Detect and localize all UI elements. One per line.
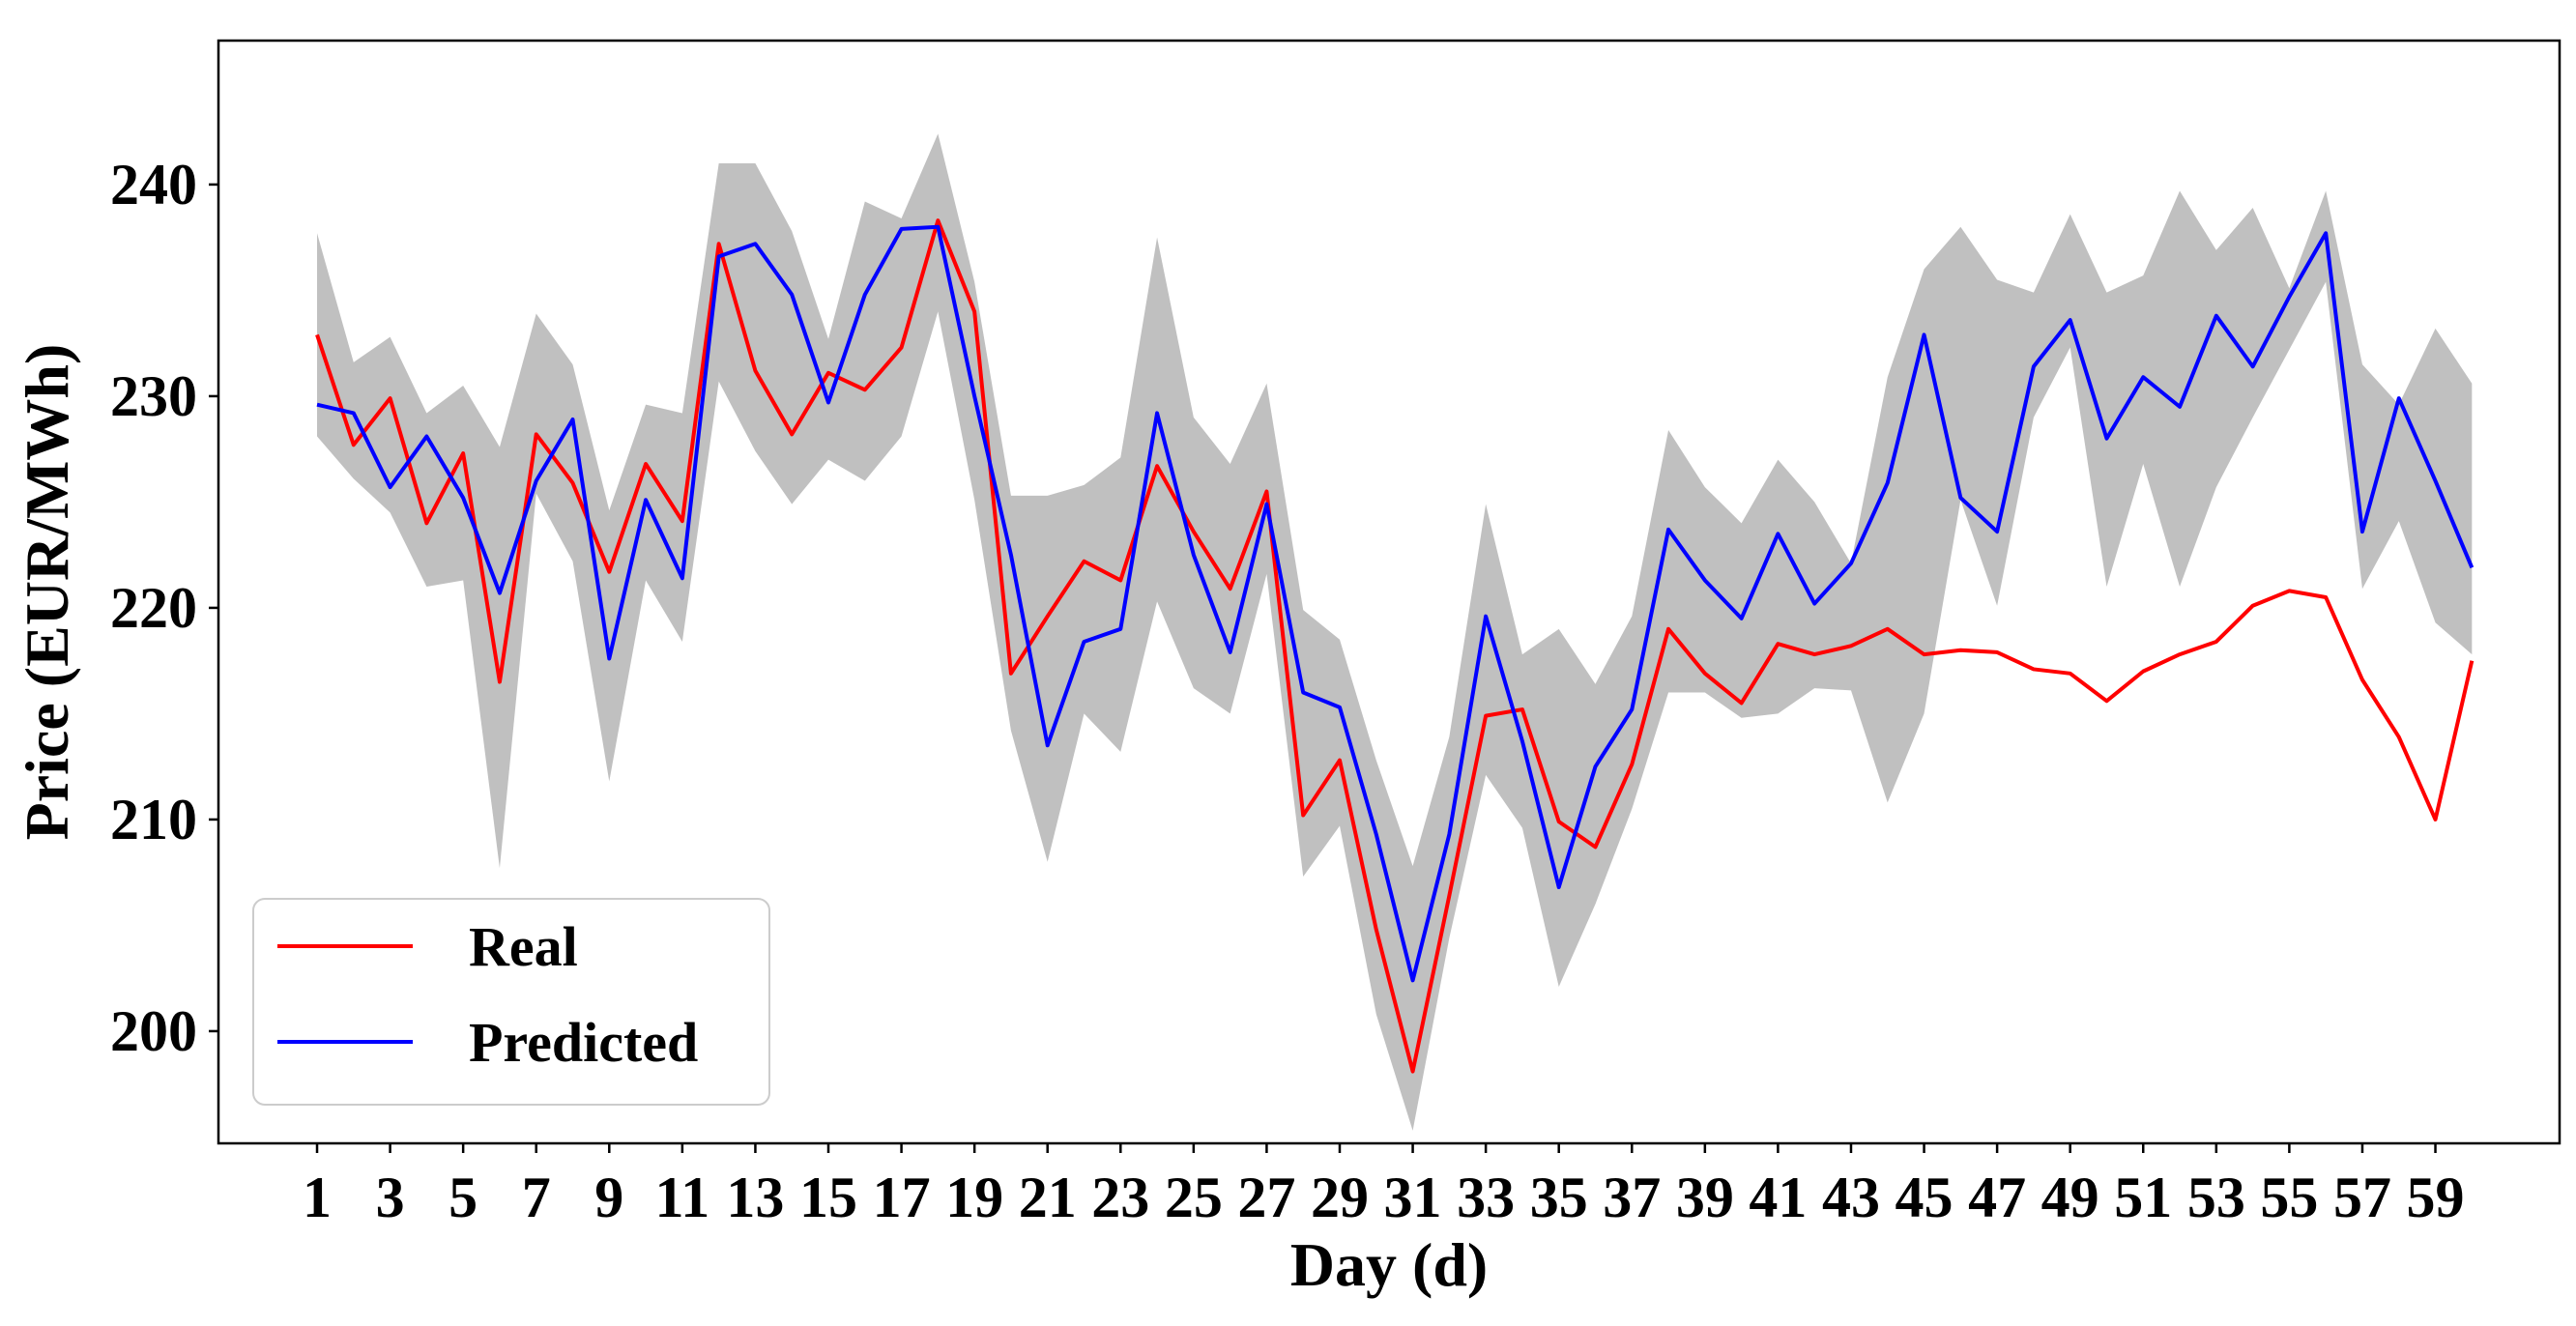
x-tick-label: 7: [522, 1166, 551, 1229]
series-layer: [315, 218, 2475, 1074]
x-tick-label: 45: [1896, 1166, 1954, 1229]
x-tick-label: 25: [1165, 1166, 1223, 1229]
series-line-real: [315, 218, 2475, 1074]
x-tick-label: 1: [303, 1166, 332, 1229]
x-tick-label: 13: [726, 1166, 784, 1229]
x-tick-label: 11: [655, 1166, 710, 1229]
x-tick-label: 29: [1311, 1166, 1369, 1229]
x-ticks: 1 3 5 7 9 11 13 15 17 19 21 23 25 27 29 31 33 35 37 39 41 43 4…: [303, 1143, 2465, 1229]
legend-box: [252, 898, 770, 1106]
x-tick-label: 5: [449, 1166, 478, 1229]
x-tick-label: 53: [2187, 1166, 2245, 1229]
x-tick-label: 17: [873, 1166, 931, 1229]
y-tick-label: 210: [110, 788, 197, 851]
y-tick-label: 240: [110, 153, 197, 216]
x-tick-label: 27: [1237, 1166, 1295, 1229]
x-tick-label: 19: [945, 1166, 1003, 1229]
x-tick-label: 33: [1457, 1166, 1515, 1229]
x-tick-label: 57: [2333, 1166, 2391, 1229]
x-tick-label: 43: [1822, 1166, 1880, 1229]
x-tick-label: 41: [1749, 1166, 1807, 1229]
x-tick-label: 23: [1091, 1166, 1149, 1229]
x-tick-label: 3: [376, 1166, 405, 1229]
x-tick-label: 47: [1968, 1166, 2026, 1229]
y-tick-label: 230: [110, 364, 197, 428]
x-tick-label: 55: [2260, 1166, 2318, 1229]
x-tick-label: 37: [1603, 1166, 1661, 1229]
legend-label-real: Real: [469, 915, 578, 978]
x-tick-label: 51: [2114, 1166, 2172, 1229]
legend: Real Predicted: [252, 898, 770, 1106]
x-tick-label: 35: [1530, 1166, 1588, 1229]
x-axis-label: Day (d): [1290, 1230, 1488, 1299]
plot-frame: [217, 39, 2562, 1145]
x-tick-label: 59: [2407, 1166, 2465, 1229]
x-tick-label: 15: [799, 1166, 857, 1229]
x-tick-label: 49: [2041, 1166, 2099, 1229]
y-ticks: 200 210 220 230 240: [110, 153, 218, 1063]
legend-label-predicted: Predicted: [469, 1011, 698, 1074]
x-tick-label: 31: [1384, 1166, 1442, 1229]
x-tick-label: 9: [594, 1166, 623, 1229]
y-tick-label: 220: [110, 576, 197, 640]
y-tick-label: 200: [110, 999, 197, 1063]
series-line-predicted: [316, 224, 2475, 983]
x-tick-label: 39: [1676, 1166, 1734, 1229]
y-axis-label: Price (EUR/MWh): [13, 344, 81, 841]
x-tick-label: 21: [1019, 1166, 1077, 1229]
